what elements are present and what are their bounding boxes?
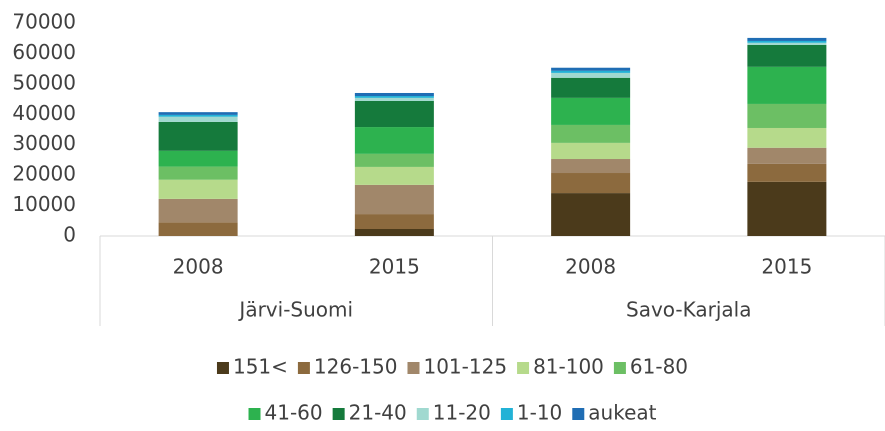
bar-segment [354,166,434,185]
bar-segment [551,77,631,98]
bar-segment [747,37,827,41]
bar-segment [551,70,631,73]
bar-segment [747,103,827,128]
legend-swatch [572,408,585,420]
legend-item: 1-10 [500,401,562,425]
bar-segment [747,181,827,236]
legend-label: 101-125 [423,355,507,379]
legend-label: 151< [233,355,288,379]
bar-segment [747,127,827,148]
bar-segment [354,96,434,98]
bar-segment [551,67,631,71]
bar-segment [551,97,631,125]
bar-segment [551,142,631,160]
bar-segment [354,229,434,236]
y-tick-label: 60000 [12,40,76,64]
bar-segment [354,153,434,167]
bar-segment [158,112,238,115]
bar-segment [354,92,434,97]
x-tick-label: 2008 [173,255,224,279]
legend-label: 61-80 [630,355,688,379]
legend-label: 81-100 [533,355,604,379]
legend-label: 41-60 [265,401,323,425]
group-label: Savo-Karjala [626,298,751,322]
y-tick-label: 10000 [12,192,76,216]
legend-label: aukeat [588,401,656,425]
bar-segment [747,44,827,67]
legend-label: 21-40 [349,401,407,425]
y-tick-label: 30000 [12,131,76,155]
y-tick-label: 20000 [12,162,76,186]
bar-segment [551,173,631,194]
bar-segment [158,150,238,167]
legend-item: 21-40 [332,401,407,425]
bar-segment [158,121,238,151]
legend-item: 151< [216,355,288,379]
legend-swatch [407,362,420,374]
y-tick-label: 70000 [12,10,76,34]
legend-label: 126-150 [314,355,398,379]
y-tick-label: 50000 [12,70,76,94]
legend-label: 11-20 [433,401,491,425]
bar-segment [354,97,434,101]
bar-segment [747,163,827,182]
legend-swatch [416,408,429,420]
bar-segment [354,214,434,230]
bar-segment [158,114,238,117]
bar-segment [158,179,238,199]
bar-segment [551,193,631,236]
legend-swatch [248,408,261,420]
legend-label: 1-10 [517,401,562,425]
group-label: Järvi-Suomi [237,298,353,322]
legend-swatch [500,408,513,420]
legend-swatch [216,362,229,374]
legend-swatch [517,362,530,374]
legend-item: 81-100 [517,355,604,379]
legend-item: 11-20 [416,401,491,425]
x-tick-label: 2008 [565,255,616,279]
x-tick-label: 2015 [369,255,420,279]
bar-segment [551,72,631,78]
bar-segment [551,159,631,174]
bar-segment [158,222,238,236]
legend-item: 126-150 [297,355,398,379]
bar-segment [158,116,238,122]
legend-swatch [297,362,310,374]
legend-item: 101-125 [407,355,507,379]
bar-segment [354,100,434,128]
bar-segment [747,66,827,104]
y-tick-label: 40000 [12,101,76,125]
bar-segment [747,42,827,45]
bar-segment [747,40,827,43]
bar-segment [551,124,631,143]
bar-segment [158,166,238,180]
x-tick-label: 2015 [761,255,812,279]
bar-segment [747,147,827,164]
y-tick-label: 0 [63,223,76,247]
legend-swatch [613,362,626,374]
legend-swatch [332,408,345,420]
legend-item: aukeat [572,401,657,425]
legend-item: 61-80 [613,355,688,379]
bar-segment [354,127,434,154]
bar-segment [158,198,238,223]
bar-segment [354,184,434,215]
legend-item: 41-60 [248,401,323,425]
